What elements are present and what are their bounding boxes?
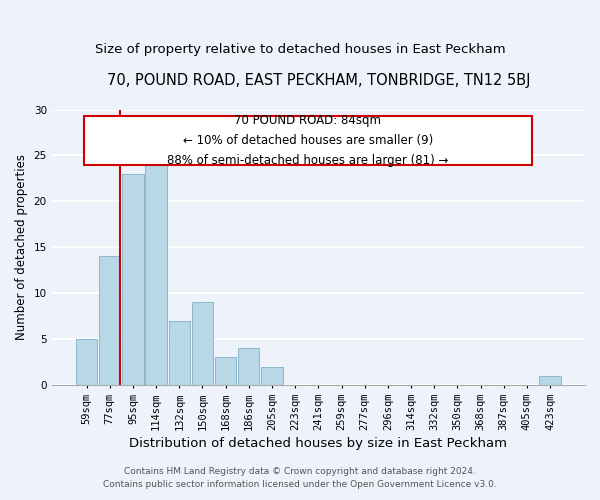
Text: Size of property relative to detached houses in East Peckham: Size of property relative to detached ho… (95, 42, 505, 56)
Bar (192, 302, 213, 385)
Text: 70 POUND ROAD: 84sqm
← 10% of detached houses are smaller (9)
88% of semi-detach: 70 POUND ROAD: 84sqm ← 10% of detached h… (167, 114, 448, 167)
Title: 70, POUND ROAD, EAST PECKHAM, TONBRIDGE, TN12 5BJ: 70, POUND ROAD, EAST PECKHAM, TONBRIDGE,… (107, 72, 530, 88)
Bar (122, 174, 143, 385)
Bar (145, 156, 167, 385)
Text: Contains HM Land Registry data © Crown copyright and database right 2024.
Contai: Contains HM Land Registry data © Crown c… (103, 468, 497, 489)
Bar (262, 366, 283, 385)
Y-axis label: Number of detached properties: Number of detached properties (15, 154, 28, 340)
Bar (238, 348, 259, 385)
Bar (169, 320, 190, 385)
Bar (215, 358, 236, 385)
Bar (539, 376, 561, 385)
X-axis label: Distribution of detached houses by size in East Peckham: Distribution of detached houses by size … (130, 437, 508, 450)
FancyBboxPatch shape (83, 116, 532, 164)
Bar (99, 256, 121, 385)
Bar (76, 339, 97, 385)
